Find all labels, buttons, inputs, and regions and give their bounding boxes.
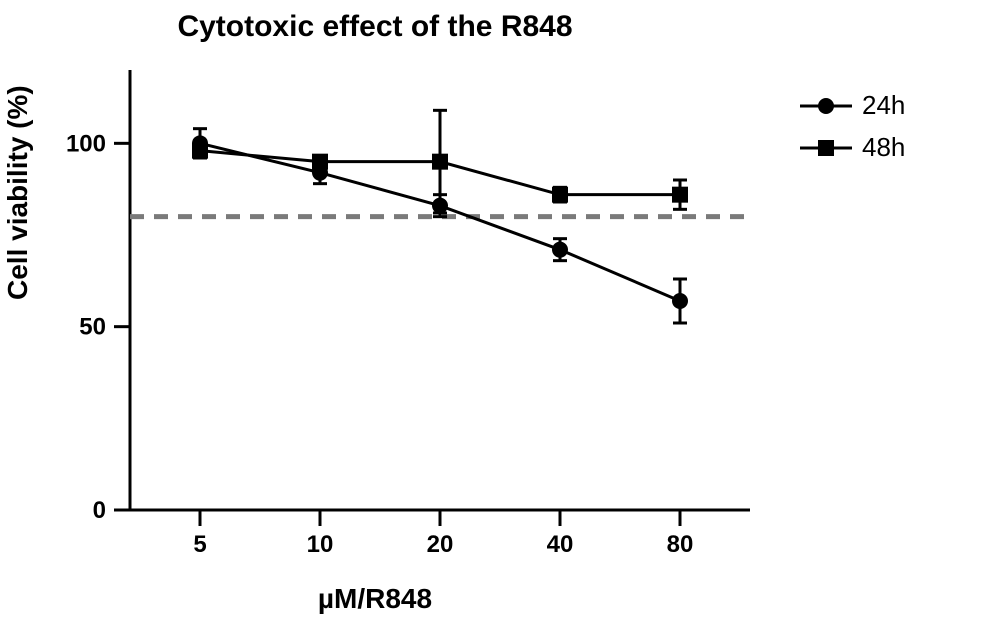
legend-marker (800, 138, 852, 158)
svg-text:0: 0 (93, 497, 106, 524)
legend-item-24h: 24h (800, 90, 905, 121)
svg-text:40: 40 (547, 531, 574, 558)
svg-text:50: 50 (79, 314, 106, 341)
svg-text:10: 10 (307, 531, 334, 558)
svg-text:20: 20 (427, 531, 454, 558)
legend-item-48h: 48h (800, 132, 905, 163)
chart-container: Cytotoxic effect of the R848 Cell viabil… (0, 0, 1000, 635)
svg-text:100: 100 (66, 130, 106, 157)
legend-marker (800, 96, 852, 116)
legend-label: 24h (862, 90, 905, 121)
svg-text:80: 80 (667, 531, 694, 558)
legend-label: 48h (862, 132, 905, 163)
svg-text:5: 5 (193, 531, 206, 558)
